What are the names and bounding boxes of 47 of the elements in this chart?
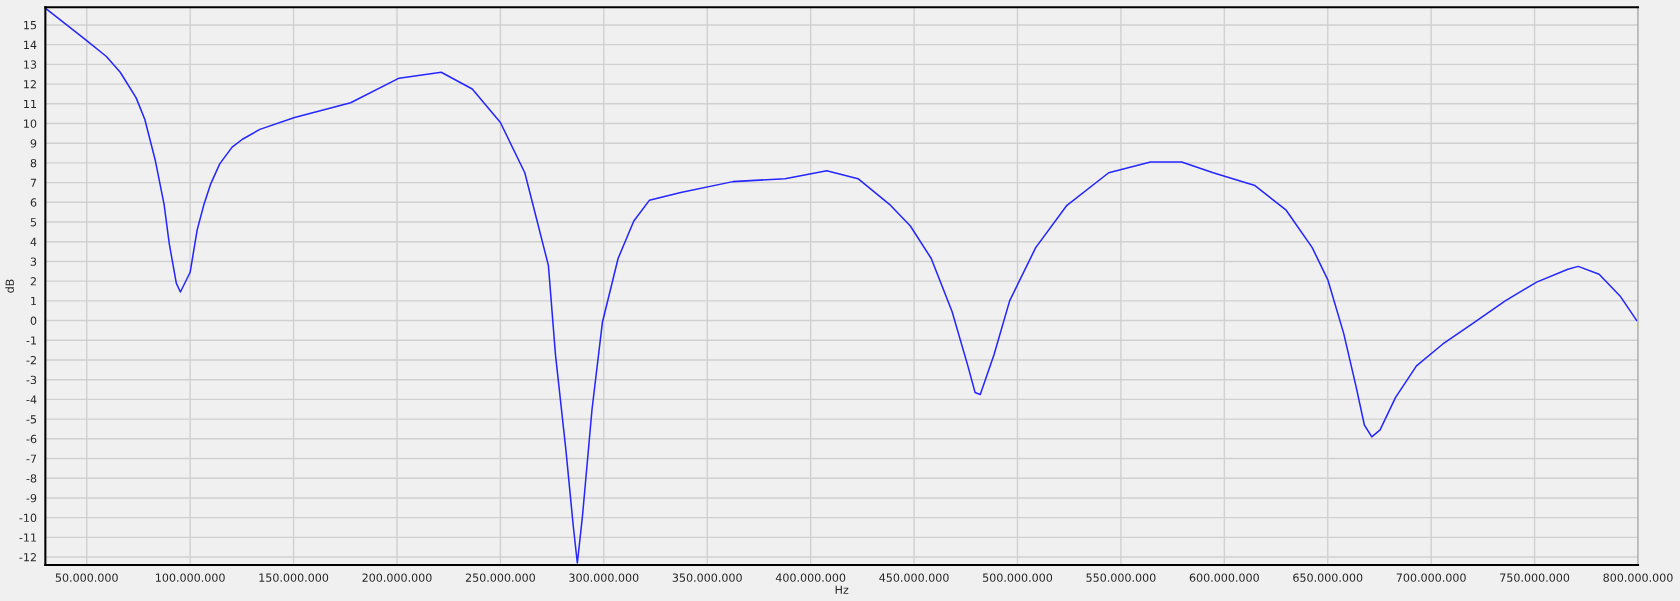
y-tick-label: -8 xyxy=(26,474,37,483)
y-tick-label: -7 xyxy=(26,454,37,463)
y-tick-label: -5 xyxy=(26,415,37,424)
y-tick-label: 3 xyxy=(30,257,37,266)
x-tick-label: 350.000.000 xyxy=(672,573,742,582)
y-tick-label: 12 xyxy=(24,80,36,89)
y-tick-label: 8 xyxy=(30,158,37,168)
x-tick-label: 650.000.000 xyxy=(1293,573,1363,582)
x-axis-title: Hz xyxy=(835,585,849,594)
y-tick-label: 7 xyxy=(30,178,37,187)
y-tick-label: 1 xyxy=(31,296,36,306)
y-axis-title: dB xyxy=(5,279,14,293)
x-tick-label: 100.000.000 xyxy=(156,573,225,582)
x-tick-label: 750.000.000 xyxy=(1500,573,1570,582)
y-tick-label: 0 xyxy=(30,316,37,325)
y-tick-label: -1 xyxy=(26,336,36,345)
x-tick-label: 200.000.000 xyxy=(362,573,432,582)
y-tick-label: 9 xyxy=(30,139,37,148)
x-tick-label: 500.000.000 xyxy=(983,573,1053,582)
x-tick-label: 800.000.000 xyxy=(1603,573,1673,582)
y-tick-label: -2 xyxy=(26,355,36,365)
x-tick-label: 700.000.000 xyxy=(1396,573,1466,582)
y-tick-label: -9 xyxy=(26,493,37,503)
y-tick-label: -12 xyxy=(19,553,36,562)
y-tick-label: -6 xyxy=(26,434,37,444)
y-tick-label: 6 xyxy=(30,198,37,207)
y-tick-label: 10 xyxy=(24,119,37,128)
y-tick-label: -4 xyxy=(26,395,37,404)
x-tick-label: 450.000.000 xyxy=(879,573,949,582)
x-tick-label: 600.000.000 xyxy=(1189,573,1259,582)
x-tick-label: 300.000.000 xyxy=(569,573,639,582)
y-tick-label: 14 xyxy=(24,40,37,49)
x-tick-label: 550.000.000 xyxy=(1086,573,1156,582)
y-tick-label: 5 xyxy=(30,218,37,227)
x-tick-label: 400.000.000 xyxy=(775,573,846,582)
y-tick-label: -3 xyxy=(26,375,37,385)
line-series xyxy=(45,8,1638,564)
y-tick-label: 15 xyxy=(24,21,37,30)
x-tick-label: 150.000.000 xyxy=(259,573,329,582)
y-tick-label: 11 xyxy=(24,99,36,108)
y-tick-label: 2 xyxy=(30,277,36,286)
y-tick-label: -11 xyxy=(19,533,36,542)
y-tick-label: 13 xyxy=(24,60,37,69)
y-tick-label: -10 xyxy=(19,513,37,523)
x-tick-label: 50.000.000 xyxy=(55,573,118,582)
y-tick-label: 4 xyxy=(30,237,37,246)
x-tick-label: 250.000.000 xyxy=(465,573,536,582)
